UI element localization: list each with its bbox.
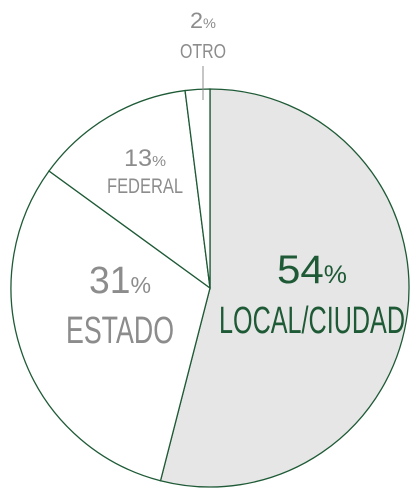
pie-slice — [184, 88, 211, 289]
category-label: OTRO — [180, 41, 226, 63]
category-label: LOCAL/CIUDAD — [219, 300, 405, 342]
value-label: 13% — [124, 145, 166, 172]
value-label: 54% — [277, 248, 347, 292]
value-label: 31% — [89, 260, 151, 302]
value-label: 2% — [190, 8, 216, 33]
pie-slice — [48, 89, 211, 290]
pie-slice — [159, 88, 410, 488]
pie-slice — [10, 170, 211, 482]
category-label: FEDERAL — [107, 175, 183, 198]
category-label: ESTADO — [66, 310, 174, 352]
